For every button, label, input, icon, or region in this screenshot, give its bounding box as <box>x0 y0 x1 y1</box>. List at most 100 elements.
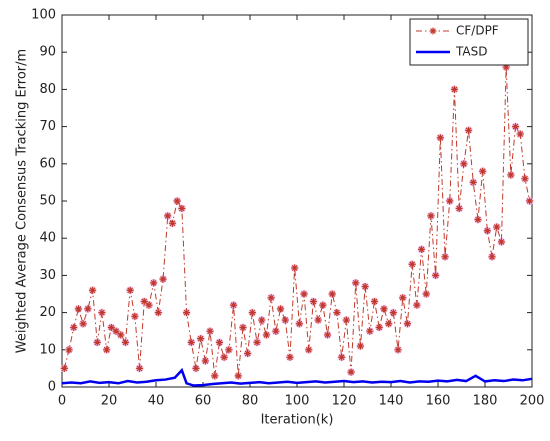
marker <box>371 297 379 305</box>
marker <box>65 346 73 354</box>
marker <box>432 271 440 279</box>
marker <box>493 223 501 231</box>
marker <box>385 320 393 328</box>
series-line <box>61 367 533 387</box>
marker <box>173 197 181 205</box>
marker <box>183 309 191 317</box>
marker <box>121 338 129 346</box>
marker <box>93 338 101 346</box>
marker <box>399 294 407 302</box>
x-tick-label: 0 <box>58 394 66 409</box>
marker <box>145 301 153 309</box>
marker <box>328 290 336 298</box>
marker <box>131 312 139 320</box>
y-tick-label: 80 <box>39 82 56 97</box>
marker <box>352 279 360 287</box>
marker <box>408 260 416 268</box>
marker <box>112 327 120 335</box>
marker <box>225 346 233 354</box>
marker <box>483 227 491 235</box>
y-tick-label: 100 <box>31 8 56 23</box>
marker <box>154 309 162 317</box>
x-tick-label: 100 <box>285 394 310 409</box>
marker <box>413 301 421 309</box>
marker <box>488 253 496 261</box>
marker <box>201 357 209 365</box>
marker <box>324 331 332 339</box>
marker <box>168 219 176 227</box>
marker <box>507 171 515 179</box>
marker <box>305 346 313 354</box>
marker <box>150 279 158 287</box>
x-tick-label: 200 <box>520 394 545 409</box>
marker <box>281 316 289 324</box>
marker <box>479 167 487 175</box>
marker <box>239 323 247 331</box>
marker <box>230 301 238 309</box>
marker <box>262 331 270 339</box>
marker <box>342 316 350 324</box>
x-tick-label: 160 <box>426 394 451 409</box>
marker <box>361 283 369 291</box>
marker <box>450 85 458 93</box>
x-tick-label: 20 <box>101 394 118 409</box>
marker <box>441 253 449 261</box>
legend-label: TASD <box>455 45 487 59</box>
marker <box>333 309 341 317</box>
x-axis-label: Iteration(k) <box>261 413 334 428</box>
marker <box>70 323 78 331</box>
x-tick-label: 120 <box>332 394 357 409</box>
marker <box>465 126 473 134</box>
marker <box>427 212 435 220</box>
marker <box>295 320 303 328</box>
marker <box>366 327 374 335</box>
marker <box>267 294 275 302</box>
y-tick-label: 50 <box>39 194 56 209</box>
x-tick-label: 40 <box>148 394 165 409</box>
marker <box>347 368 355 376</box>
y-axis-label: Weighted Average Consensus Tracking Erro… <box>15 49 30 353</box>
marker <box>248 309 256 317</box>
x-tick-label: 140 <box>379 394 404 409</box>
marker <box>286 353 294 361</box>
y-tick-label: 20 <box>39 305 56 320</box>
marker <box>403 320 411 328</box>
y-tick-label: 70 <box>39 119 56 134</box>
legend-marker <box>429 27 437 35</box>
marker <box>159 275 167 283</box>
marker <box>220 353 228 361</box>
marker <box>436 134 444 142</box>
legend-label: CF/DPF <box>456 24 499 38</box>
marker <box>319 301 327 309</box>
marker <box>234 372 242 380</box>
marker <box>215 338 223 346</box>
marker <box>277 305 285 313</box>
legend-box <box>409 18 529 66</box>
marker <box>516 130 524 138</box>
marker <box>89 286 97 294</box>
marker <box>192 364 200 372</box>
marker <box>446 197 454 205</box>
marker <box>103 346 111 354</box>
x-tick-label: 80 <box>242 394 259 409</box>
marker <box>375 323 383 331</box>
marker <box>497 238 505 246</box>
marker <box>258 316 266 324</box>
series-line <box>63 67 531 376</box>
marker <box>60 364 68 372</box>
marker <box>474 216 482 224</box>
marker <box>422 290 430 298</box>
y-tick-label: 30 <box>39 268 56 283</box>
marker <box>197 335 205 343</box>
marker <box>206 327 214 335</box>
marker <box>84 305 92 313</box>
marker <box>211 372 219 380</box>
marker <box>338 353 346 361</box>
marker <box>469 178 477 186</box>
y-tick-label: 0 <box>48 380 56 395</box>
marker <box>140 297 148 305</box>
marker <box>136 364 144 372</box>
marker <box>512 123 520 131</box>
marker <box>74 305 82 313</box>
